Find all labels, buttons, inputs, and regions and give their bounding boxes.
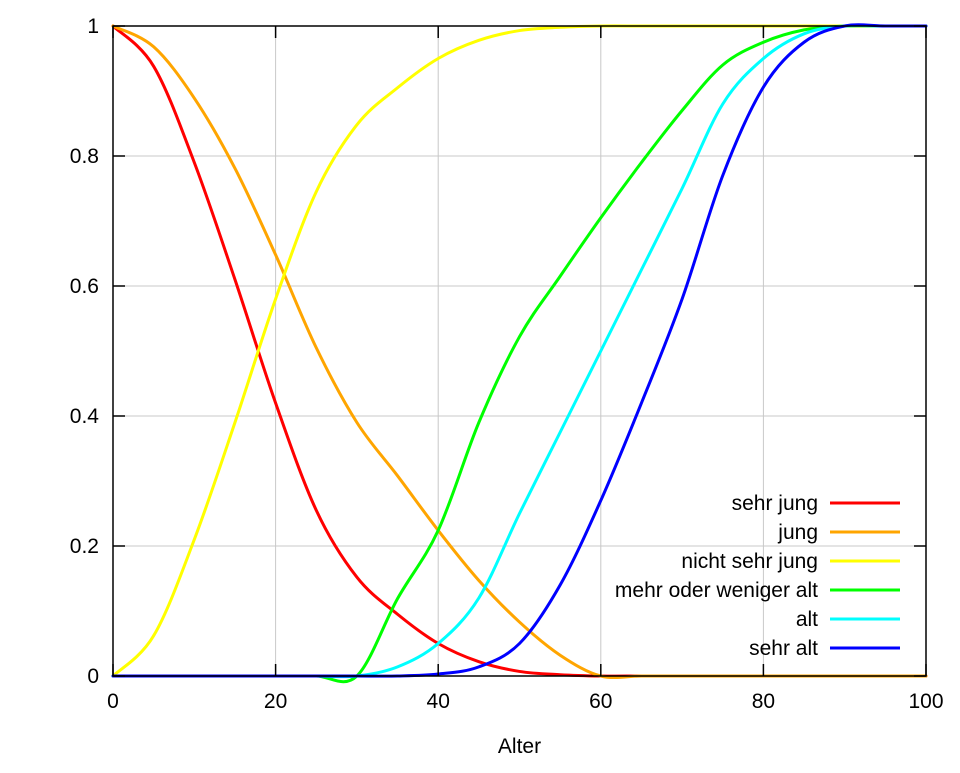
y-tick-label: 0.6 bbox=[70, 275, 99, 298]
y-tick-label: 0.4 bbox=[70, 405, 100, 428]
legend-label: sehr alt bbox=[749, 637, 818, 660]
plot-border bbox=[112, 25, 927, 677]
x-tick-label: 20 bbox=[264, 690, 287, 713]
legend-label: nicht sehr jung bbox=[681, 550, 818, 573]
x-axis-label: Alter bbox=[498, 735, 541, 758]
legend: sehr jung jung nicht sehr jung mehr oder we… bbox=[615, 492, 900, 660]
legend-label: sehr jung bbox=[732, 492, 818, 515]
legend-label: alt bbox=[796, 608, 818, 631]
x-tick-label: 100 bbox=[908, 690, 943, 713]
x-tick-label: 40 bbox=[427, 690, 450, 713]
y-tick-label: 0.2 bbox=[70, 535, 99, 558]
x-tick-label: 80 bbox=[752, 690, 775, 713]
y-tick-label: 0.8 bbox=[70, 145, 99, 168]
x-tick-label: 60 bbox=[589, 690, 612, 713]
legend-label: jung bbox=[777, 521, 818, 544]
axis-ticks: 0 20 40 60 80 100 0 0.2 0.4 0.6 0.8 1 bbox=[70, 15, 944, 713]
grid bbox=[113, 26, 926, 676]
legend-label: mehr oder weniger alt bbox=[615, 579, 818, 602]
y-tick-label: 0 bbox=[87, 665, 99, 688]
y-tick-label: 1 bbox=[87, 15, 99, 38]
x-tick-label: 0 bbox=[107, 690, 119, 713]
